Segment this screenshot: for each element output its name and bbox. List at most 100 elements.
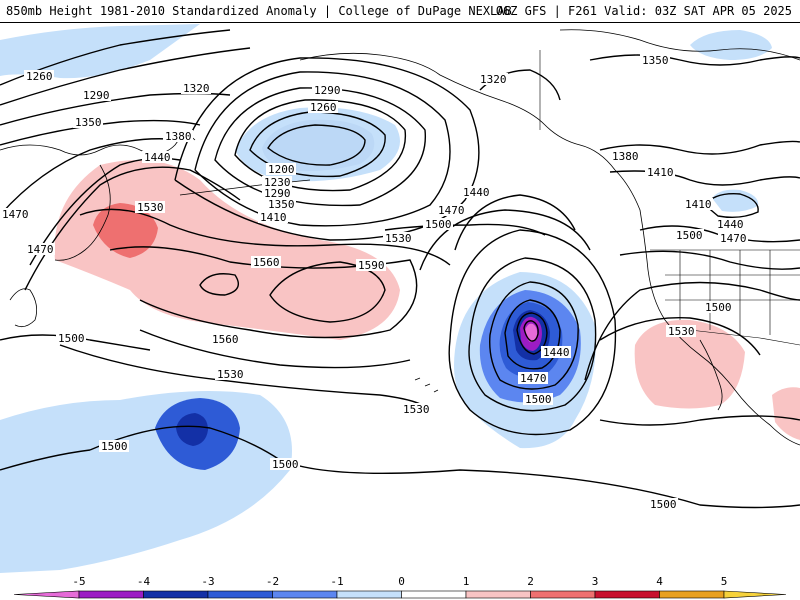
contour-label: 1500 (703, 301, 733, 314)
contour-1230-low (249, 111, 386, 178)
anomaly-area-gulf-alaska-core (262, 119, 375, 172)
contour-label: 1380 (163, 130, 193, 143)
colorbar-swatch (207, 590, 273, 599)
coastlines (0, 29, 800, 446)
contour-label: 1530 (383, 232, 413, 245)
svg-text:1290: 1290 (83, 89, 110, 102)
height-contours (0, 29, 800, 509)
coast-aleutians (179, 179, 311, 196)
svg-text:1380: 1380 (165, 130, 192, 143)
svg-text:1440: 1440 (543, 346, 570, 359)
contour-label: 1590 (356, 259, 386, 272)
colorbar-swatch (723, 590, 787, 599)
negative-anomaly-shading (0, 24, 772, 573)
contour-1440-arc (454, 194, 576, 251)
contour-label: 1530 (666, 325, 696, 338)
svg-text:1440: 1440 (463, 186, 490, 199)
svg-text:1470: 1470 (2, 208, 29, 221)
contour-1380-nw (0, 138, 181, 216)
contour-1590-ridge-b (269, 261, 386, 323)
contour-1380-ne (599, 140, 800, 155)
contour-label: 1440 (715, 218, 745, 231)
svg-text:1410: 1410 (685, 198, 712, 211)
coast-hawaii (414, 377, 439, 393)
svg-text:1470: 1470 (520, 372, 547, 385)
coast-baja (699, 339, 723, 411)
contour-label: 1380 (610, 150, 640, 163)
contour-1470-arc (419, 209, 591, 271)
contour-label: 1350 (73, 116, 103, 129)
contour-1410-arc (174, 57, 480, 241)
svg-text:1290: 1290 (264, 187, 291, 200)
contour-1530-lower (59, 344, 431, 411)
coast-kamchatka (54, 164, 111, 261)
contour-label: 1500 (270, 458, 300, 471)
svg-text:1500: 1500 (676, 229, 703, 242)
svg-text:1260: 1260 (310, 101, 337, 114)
contour-label: 1200 (266, 163, 296, 176)
contour-label: 1560 (210, 333, 240, 346)
contour-1290-nw (0, 47, 251, 106)
svg-text:1500: 1500 (705, 301, 732, 314)
contour-label: 1290 (81, 89, 111, 102)
svg-text:1260: 1260 (26, 70, 53, 83)
contour-1470-nw (24, 166, 241, 291)
svg-text:1500: 1500 (525, 393, 552, 406)
colorbar-swatch (401, 590, 467, 599)
colorbar-swatch (530, 590, 596, 599)
svg-text:1290: 1290 (314, 84, 341, 97)
contour-1440-ne-small (704, 193, 759, 219)
border-states-1 (679, 250, 771, 335)
contour-label: 1500 (56, 332, 86, 345)
contour-1200-low (267, 124, 366, 166)
contour-1350-ne (589, 54, 800, 66)
model-run-info: 06Z GFS | F261 Valid: 03Z SAT APR 05 202… (495, 4, 792, 18)
svg-text:1320: 1320 (183, 82, 210, 95)
colorbar-tick-label: 0 (398, 575, 405, 588)
svg-text:1410: 1410 (260, 211, 287, 224)
coast-north-america-west (614, 169, 800, 446)
svg-text:1470: 1470 (720, 232, 747, 245)
contour-label: 1350 (640, 54, 670, 67)
colorbar-ticks: -5 -4 -3 -2 -1 0 1 2 3 4 5 (72, 575, 727, 588)
contour-label: 1260 (24, 70, 54, 83)
contour-label: 1230 (262, 176, 292, 189)
contour-label: 1260 (308, 101, 338, 114)
contour-label: 1440 (461, 186, 491, 199)
contour-1410-low (504, 299, 561, 370)
coast-japan (9, 288, 38, 328)
svg-text:1440: 1440 (144, 151, 171, 164)
coast-canada-north (559, 29, 800, 61)
anomaly-area-ridge-core (93, 203, 158, 258)
contour-1500-arc (384, 223, 546, 236)
contour-label: 1440 (142, 151, 172, 164)
colorbar-tick-label: 2 (527, 575, 534, 588)
contour-label: 1290 (312, 84, 342, 97)
svg-text:1350: 1350 (642, 54, 669, 67)
anomaly-area-east-pink (634, 319, 745, 409)
contour-label: 1530 (401, 403, 431, 416)
svg-text:1200: 1200 (268, 163, 295, 176)
contour-1410-ne (609, 170, 800, 186)
contour-label: 1500 (99, 440, 129, 453)
svg-text:1530: 1530 (217, 368, 244, 381)
colorbar-tick-label: -4 (137, 575, 151, 588)
svg-text:1320: 1320 (480, 73, 507, 86)
colorbar-swatches (13, 590, 787, 599)
border-us-mexico (689, 329, 800, 346)
contour-label: 1500 (423, 218, 453, 231)
anomaly-area-south-pacific-light (0, 391, 292, 573)
contour-1530-ridge (79, 208, 451, 266)
svg-text:1350: 1350 (268, 198, 295, 211)
svg-text:1530: 1530 (403, 403, 430, 416)
colorbar-tick-label: 4 (656, 575, 663, 588)
contour-label: 1560 (251, 256, 281, 269)
contour-label: 1290 (262, 187, 292, 200)
contour-label: 1530 (135, 201, 165, 214)
colorbar-tick-label: -2 (266, 575, 279, 588)
contour-1500-southwest (0, 449, 91, 471)
svg-text:1440: 1440 (717, 218, 744, 231)
contour-label: 1470 (25, 243, 55, 256)
svg-text:1500: 1500 (101, 440, 128, 453)
